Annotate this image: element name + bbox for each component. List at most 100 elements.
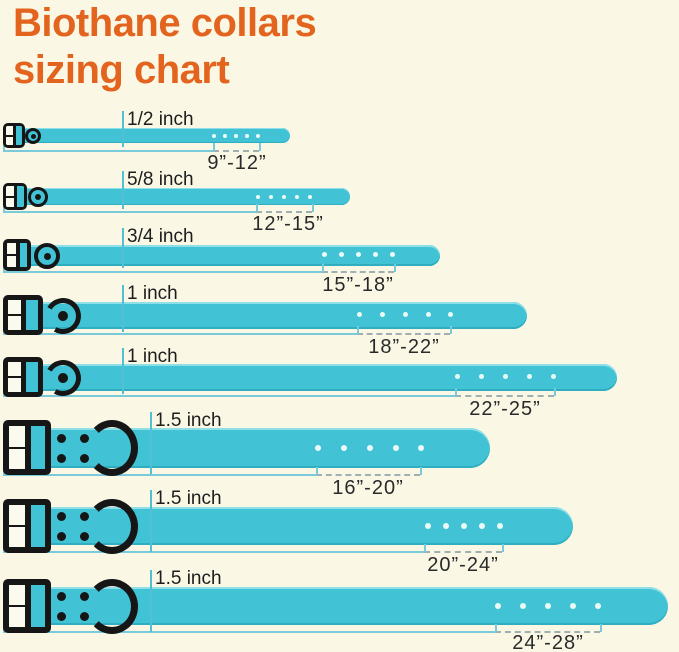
adjustment-hole bbox=[315, 445, 321, 451]
width-marker-line bbox=[150, 570, 152, 632]
width-marker-line bbox=[150, 412, 152, 474]
measure-tick bbox=[259, 143, 261, 151]
measure-tick bbox=[600, 624, 602, 632]
d-ring-icon bbox=[86, 499, 138, 554]
buckle-icon bbox=[3, 123, 25, 148]
buckle-icon bbox=[3, 295, 43, 335]
width-marker-line bbox=[122, 285, 124, 332]
length-line bbox=[3, 631, 495, 633]
title-line-2: sizing chart bbox=[13, 48, 230, 92]
length-dashed-line bbox=[256, 211, 312, 213]
buckle-icon bbox=[3, 579, 51, 633]
adjustment-hole bbox=[223, 134, 227, 138]
collar-strap bbox=[22, 245, 440, 266]
length-dashed-line bbox=[213, 150, 259, 152]
adjustment-hole bbox=[479, 374, 484, 379]
rivet-dot bbox=[80, 434, 89, 443]
adjustment-hole bbox=[551, 374, 556, 379]
adjustment-hole bbox=[479, 523, 485, 529]
width-marker-line bbox=[150, 490, 152, 552]
rivet-dot bbox=[80, 532, 89, 541]
adjustment-hole bbox=[341, 445, 347, 451]
collar-strap bbox=[20, 128, 290, 143]
length-range-label: 22”-25” bbox=[469, 398, 541, 420]
rivet-dot bbox=[80, 512, 89, 521]
length-range-label: 16”-20” bbox=[332, 477, 404, 499]
adjustment-hole bbox=[234, 134, 238, 138]
adjustment-hole bbox=[455, 374, 460, 379]
buckle-ring-icon bbox=[25, 128, 41, 144]
adjustment-hole bbox=[426, 312, 431, 317]
length-range-label: 18”-22” bbox=[368, 336, 440, 358]
length-range-label: 15”-18” bbox=[322, 274, 394, 296]
width-marker-line bbox=[122, 228, 124, 268]
measure-tick bbox=[357, 326, 359, 334]
adjustment-hole bbox=[269, 195, 273, 199]
length-line bbox=[3, 211, 256, 213]
measure-tick bbox=[316, 467, 318, 475]
measure-tick bbox=[420, 467, 422, 475]
measure-tick bbox=[394, 264, 396, 272]
adjustment-hole bbox=[339, 252, 344, 257]
collar-strap bbox=[20, 188, 350, 205]
adjustment-hole bbox=[322, 252, 327, 257]
adjustment-hole bbox=[390, 252, 395, 257]
title-line-1: Biothane collars bbox=[13, 1, 317, 45]
measure-tick bbox=[256, 204, 258, 212]
buckle-ring-icon bbox=[40, 293, 86, 339]
buckle-icon bbox=[3, 420, 51, 475]
adjustment-hole bbox=[448, 312, 453, 317]
width-label: 1 inch bbox=[127, 346, 178, 367]
collar-strap bbox=[26, 364, 617, 391]
width-marker-line bbox=[122, 111, 124, 147]
rivet-dot bbox=[57, 592, 66, 601]
width-label: 1.5 inch bbox=[155, 488, 222, 509]
adjustment-hole bbox=[373, 252, 378, 257]
adjustment-hole bbox=[282, 195, 286, 199]
adjustment-hole bbox=[356, 252, 361, 257]
adjustment-hole bbox=[308, 195, 312, 199]
adjustment-hole bbox=[595, 603, 601, 609]
width-marker-line bbox=[122, 348, 124, 394]
measure-tick bbox=[424, 544, 426, 552]
measure-tick bbox=[213, 143, 215, 151]
buckle-ring-icon bbox=[28, 187, 48, 207]
adjustment-hole bbox=[461, 523, 467, 529]
adjustment-hole bbox=[545, 603, 551, 609]
rivet-dot bbox=[80, 454, 89, 463]
adjustment-hole bbox=[527, 374, 532, 379]
rivet-dot bbox=[57, 512, 66, 521]
d-ring-icon bbox=[86, 420, 138, 476]
length-dashed-line bbox=[316, 474, 420, 476]
adjustment-hole bbox=[393, 445, 399, 451]
length-dashed-line bbox=[495, 631, 600, 633]
adjustment-hole bbox=[295, 195, 299, 199]
length-range-label: 12”-15” bbox=[252, 213, 324, 235]
rivet-dot bbox=[80, 612, 89, 621]
length-line bbox=[3, 150, 213, 152]
measure-tick bbox=[554, 388, 556, 396]
adjustment-hole bbox=[357, 312, 362, 317]
adjustment-hole bbox=[520, 603, 526, 609]
rivet-dot bbox=[57, 454, 66, 463]
adjustment-hole bbox=[443, 523, 449, 529]
adjustment-hole bbox=[425, 523, 431, 529]
length-dashed-line bbox=[357, 333, 450, 335]
adjustment-hole bbox=[256, 195, 260, 199]
buckle-ring-icon bbox=[34, 243, 60, 269]
buckle-icon bbox=[3, 499, 51, 553]
length-line bbox=[3, 551, 424, 553]
adjustment-hole bbox=[497, 523, 503, 529]
adjustment-hole bbox=[495, 603, 501, 609]
d-ring-icon bbox=[86, 579, 138, 634]
length-line bbox=[3, 474, 316, 476]
buckle-icon bbox=[3, 357, 43, 397]
adjustment-hole bbox=[503, 374, 508, 379]
adjustment-hole bbox=[256, 134, 260, 138]
adjustment-hole bbox=[418, 445, 424, 451]
width-label: 1.5 inch bbox=[155, 568, 222, 589]
adjustment-hole bbox=[570, 603, 576, 609]
buckle-ring-icon bbox=[40, 355, 86, 401]
collar-strap bbox=[26, 302, 527, 329]
